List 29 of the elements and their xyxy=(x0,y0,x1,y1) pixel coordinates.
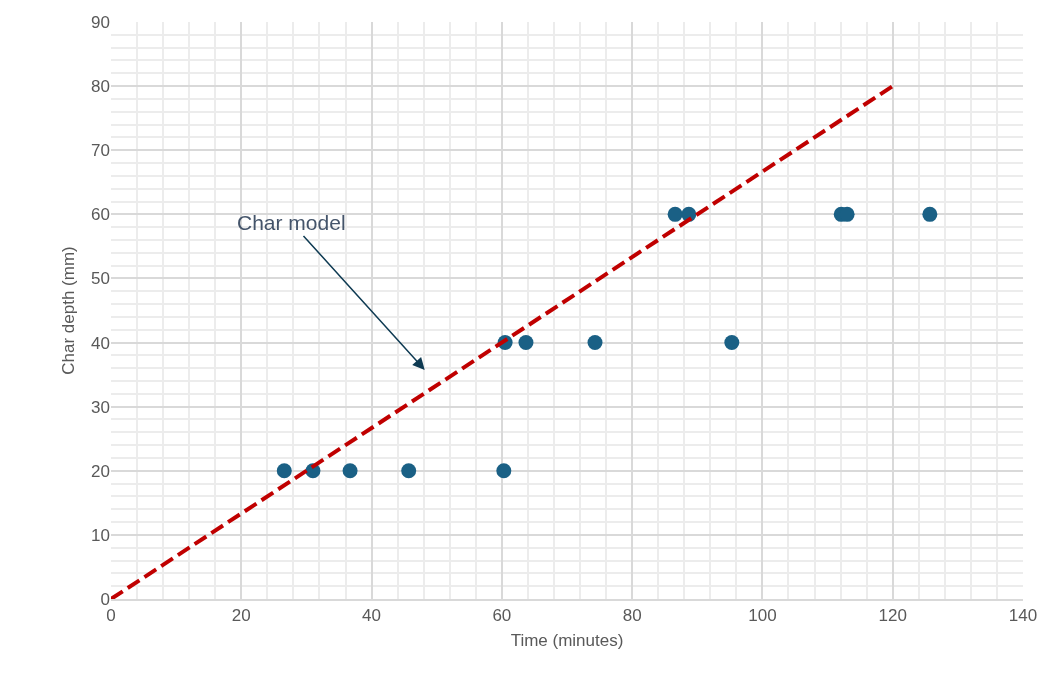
y-tick-label: 50 xyxy=(91,269,110,289)
y-tick-label: 70 xyxy=(91,141,110,161)
x-tick-label: 80 xyxy=(622,606,642,626)
x-tick-label: 140 xyxy=(1008,606,1038,626)
point xyxy=(922,206,938,222)
y-tick-label: 80 xyxy=(91,77,110,97)
x-axis-title: Time (minutes) xyxy=(510,631,624,651)
x-tick-label: 100 xyxy=(748,606,777,626)
y-tick-label: 10 xyxy=(91,525,110,545)
y-axis-title: Char depth (mm) xyxy=(58,246,78,375)
y-tick-label: 60 xyxy=(91,205,110,225)
y-tick-label: 30 xyxy=(91,397,110,417)
y-tick-label: 20 xyxy=(91,461,110,481)
x-tick-label: 60 xyxy=(492,606,512,626)
point xyxy=(342,463,358,479)
point xyxy=(401,463,417,479)
y-tick-label: 40 xyxy=(91,333,110,353)
point xyxy=(496,463,512,479)
point xyxy=(518,335,534,351)
y-tick-label: 0 xyxy=(100,589,110,609)
annotation: Char model xyxy=(237,211,346,234)
point xyxy=(667,206,683,222)
point xyxy=(276,463,292,479)
x-tick-label: 120 xyxy=(878,606,907,626)
point xyxy=(587,335,603,351)
point xyxy=(724,335,740,351)
x-tick-label: 20 xyxy=(231,606,251,626)
y-tick-label: 90 xyxy=(91,12,110,32)
x-tick-label: 40 xyxy=(362,606,382,626)
